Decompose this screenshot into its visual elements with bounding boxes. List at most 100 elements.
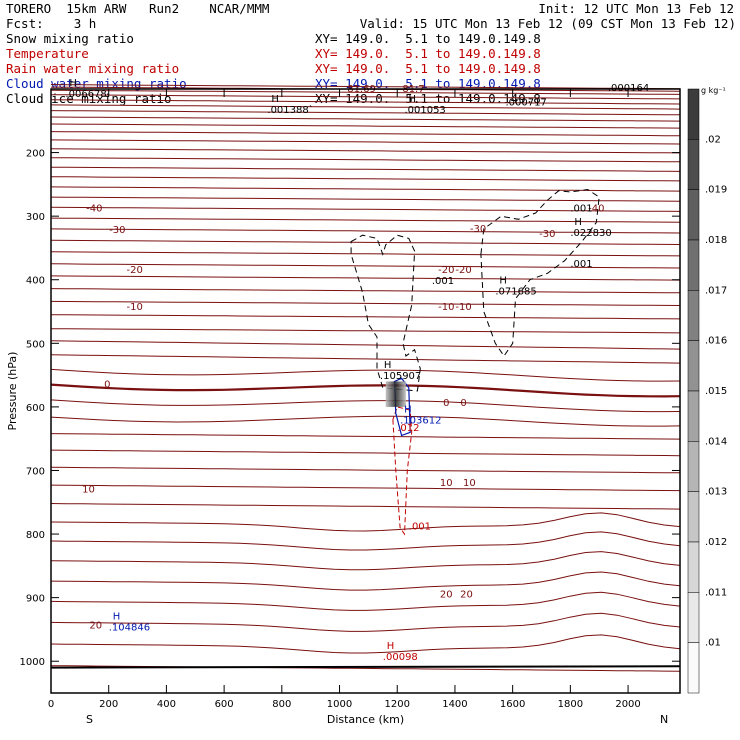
isotherm-line: [50, 139, 681, 145]
xy-rain: XY= 149.0. 5.1 to 149.0.149.8: [315, 61, 541, 76]
x-tick-label: 1600: [500, 699, 525, 710]
isotherm-line: [50, 340, 681, 350]
x-tick-label: 800: [272, 699, 291, 710]
isotherm-line: [50, 591, 681, 611]
extremum-marker: H: [113, 612, 121, 623]
x-tick-label: 1800: [558, 699, 583, 710]
x-axis-label: Distance (km): [327, 713, 404, 726]
colorbar-cell: [687, 491, 700, 543]
isotherm-line: [50, 217, 681, 223]
isotherm-label: 10: [440, 478, 453, 489]
y-tick-label: 500: [26, 339, 45, 350]
header-valid: Valid: 15 UTC Mon 13 Feb 12 (09 CST Mon …: [359, 16, 736, 31]
isotherm-line: [50, 206, 681, 212]
colorbar-label: .013: [705, 487, 727, 498]
colorbar-label: .015: [705, 386, 727, 397]
isotherm-line: [50, 110, 681, 116]
legend-snow: Snow mixing ratio: [6, 31, 134, 46]
isotherm-label: 0: [104, 380, 110, 391]
extremum-value: .000717: [505, 97, 546, 108]
isotherm-label: 10: [463, 478, 476, 489]
extremum-marker: H: [408, 94, 416, 105]
isotherm-line: [50, 275, 681, 281]
isotherm-label: -30: [109, 225, 125, 236]
colorbar-cell: [687, 592, 700, 643]
extremum-marker: H: [404, 404, 412, 415]
x-tick-label: 1200: [385, 699, 410, 710]
extremum-value: .103612: [400, 415, 441, 426]
colorbar-cell: [687, 340, 700, 392]
isotherm-label: -10: [127, 302, 143, 313]
colorbar-label: .019: [705, 185, 727, 196]
isotherm-line: [50, 99, 681, 105]
colorbar-cell: [687, 642, 700, 694]
isotherm-line: [50, 551, 681, 571]
colorbar-cell: [687, 189, 700, 241]
surface-line: [50, 665, 681, 669]
xy-snow: XY= 149.0. 5.1 to 149.0.149.8: [315, 31, 541, 46]
snow-contour: [480, 188, 600, 357]
extremum-value: .001053: [404, 105, 445, 116]
colorbar-cell: [687, 239, 700, 291]
extremum-value: .022830: [570, 228, 611, 239]
isotherm-line: [50, 123, 681, 129]
isotherm-line: [50, 466, 681, 474]
x-tick-label: 1000: [327, 699, 352, 710]
contour-value-label: .001: [570, 204, 592, 215]
isotherm-line: [50, 612, 681, 632]
header-init: Init: 12 UTC Mon 13 Feb 12: [538, 1, 734, 16]
extremum-value: .006678: [65, 89, 106, 100]
extremum-value: .104846: [109, 623, 150, 634]
isotherm-line: [50, 328, 681, 334]
colorbar-label: .02: [705, 134, 721, 145]
colorbar-label: .017: [705, 285, 727, 296]
isotherm-line: [50, 314, 681, 320]
header-forecast: Fcst: 3 h: [6, 16, 97, 31]
y-tick-label: 400: [26, 276, 45, 287]
colorbar-cell: [687, 441, 700, 492]
colorbar-cell: [687, 139, 700, 190]
plot-frame: [50, 88, 681, 694]
isotherm-label: -30: [470, 224, 486, 235]
x-tick-label: 2000: [615, 699, 640, 710]
isotherm-line: [50, 84, 681, 90]
isotherm-line: [50, 503, 681, 510]
legend-rain: Rain water mixing ratio: [6, 61, 180, 76]
xy-temperature: XY= 149.0. 5.1 to 149.0.149.8: [315, 46, 541, 61]
extremum-marker: H: [499, 275, 507, 286]
colorbar-cell: [687, 390, 700, 442]
isotherm-line: [50, 368, 681, 382]
rain-contour: [392, 406, 413, 536]
y-tick-label: 200: [26, 149, 45, 160]
isotherm-line: [50, 531, 681, 551]
cloud-water-contour: [393, 377, 411, 437]
colorbar-cell: [687, 290, 700, 341]
colorbar-label: .018: [705, 235, 727, 246]
isotherm-line: [50, 415, 681, 427]
isotherm-line: [50, 239, 681, 245]
x-tick-label: 600: [215, 699, 234, 710]
extremum-value: .001388`: [267, 104, 313, 116]
colorbar-label: .012: [705, 537, 727, 548]
extremum-marker: H: [387, 641, 395, 652]
isotherm-line: [50, 433, 681, 440]
x-end-label-north: N: [660, 713, 668, 726]
isotherm-line: [50, 131, 681, 137]
extremum-value: .012: [397, 423, 419, 434]
isotherm-line: [50, 196, 681, 202]
colorbar-cell: [687, 541, 700, 593]
isotherm-line: [50, 512, 681, 532]
isotherm-line: [50, 300, 681, 306]
isotherm-line: [50, 449, 681, 457]
isotherm-label: 0: [460, 398, 466, 409]
isotherm-line: [50, 251, 681, 257]
isotherm-label: -20: [455, 265, 471, 276]
isotherm-line: [50, 94, 681, 100]
isotherm-label: -20: [127, 265, 143, 276]
isotherm-line: [50, 634, 681, 654]
extremum-value: .00098: [383, 652, 418, 663]
isotherm-line: [50, 148, 681, 154]
isotherm-line: [50, 383, 681, 398]
isotherm-label: -40: [588, 204, 604, 215]
cloud-ice-shading: [385, 381, 406, 407]
